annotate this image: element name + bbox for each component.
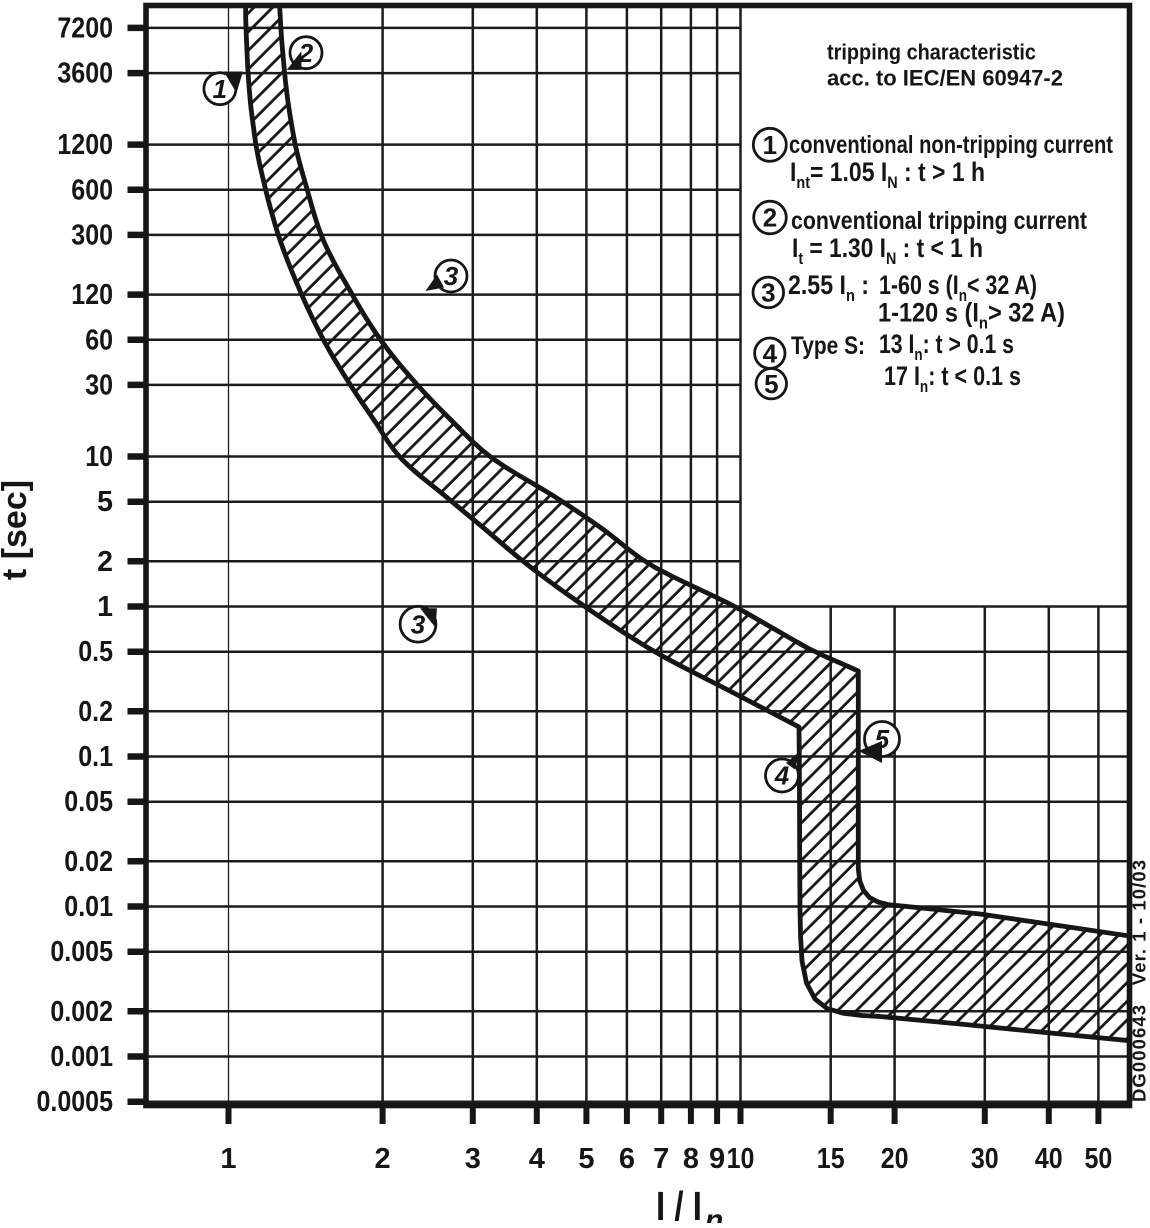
svg-text:Type S:: Type S: (791, 332, 865, 360)
svg-text:0.002: 0.002 (50, 996, 113, 1028)
svg-text:Int= 1.05 IN : t > 1 h: Int= 1.05 IN : t > 1 h (790, 157, 985, 192)
svg-text:4: 4 (529, 1143, 545, 1175)
svg-text:13 In: t > 0.1 s: 13 In: t > 0.1 s (879, 329, 1014, 364)
svg-text:3: 3 (444, 261, 459, 291)
svg-text:60: 60 (85, 324, 113, 356)
svg-text:0.01: 0.01 (64, 891, 113, 923)
svg-text:2: 2 (298, 38, 314, 68)
svg-text:5: 5 (764, 369, 778, 399)
svg-text:acc. to IEC/EN 60947-2: acc. to IEC/EN 60947-2 (827, 66, 1063, 91)
svg-text:conventional non-tripping curr: conventional non-tripping current (789, 131, 1114, 159)
svg-text:conventional tripping current: conventional tripping current (791, 207, 1088, 235)
svg-text:15: 15 (817, 1143, 845, 1175)
svg-text:5: 5 (578, 1143, 594, 1175)
svg-text:DG000643 Ver. 1 - 10/03: DG000643 Ver. 1 - 10/03 (1129, 860, 1150, 1102)
svg-text:3: 3 (761, 278, 775, 308)
svg-text:0.005: 0.005 (50, 936, 113, 968)
svg-text:30: 30 (85, 369, 113, 401)
svg-text:1: 1 (97, 591, 113, 623)
svg-text:1: 1 (220, 1143, 236, 1175)
svg-text:10: 10 (85, 441, 113, 473)
svg-text:1-60 s (In< 32 A): 1-60 s (In< 32 A) (879, 270, 1037, 305)
svg-text:7: 7 (653, 1143, 669, 1175)
svg-text:50: 50 (1085, 1143, 1113, 1175)
svg-text:0.0005: 0.0005 (37, 1086, 114, 1118)
svg-text:tripping characteristic: tripping characteristic (827, 40, 1036, 65)
svg-text:20: 20 (881, 1143, 909, 1175)
svg-text:6: 6 (619, 1143, 635, 1175)
svg-text:0.1: 0.1 (78, 741, 113, 773)
svg-text:0.02: 0.02 (64, 846, 113, 878)
svg-text:10: 10 (727, 1143, 755, 1175)
svg-text:I / I: I / I (656, 1183, 702, 1223)
svg-text:3: 3 (465, 1143, 481, 1175)
svg-text:1-120 s (In> 32 A): 1-120 s (In> 32 A) (878, 297, 1065, 332)
svg-text:0.5: 0.5 (78, 636, 113, 668)
svg-text:t [sec]: t [sec] (0, 480, 34, 580)
svg-text:4: 4 (774, 761, 790, 791)
svg-text:3600: 3600 (57, 58, 113, 90)
svg-text:17 In: t < 0.1 s: 17 In: t < 0.1 s (884, 361, 1021, 396)
svg-text:2: 2 (763, 203, 777, 233)
svg-text:1: 1 (213, 74, 227, 104)
svg-text:600: 600 (71, 174, 113, 206)
svg-text:2: 2 (375, 1143, 391, 1175)
svg-text:0.001: 0.001 (50, 1041, 113, 1073)
svg-text:4: 4 (763, 338, 778, 368)
svg-text:300: 300 (71, 219, 113, 251)
svg-text:3: 3 (411, 609, 426, 639)
svg-text:1200: 1200 (57, 129, 113, 161)
svg-text:2.55 In :: 2.55 In : (788, 270, 869, 305)
svg-text:1: 1 (763, 130, 777, 160)
svg-text:40: 40 (1035, 1143, 1063, 1175)
svg-text:n: n (705, 1204, 723, 1223)
svg-text:30: 30 (971, 1143, 999, 1175)
svg-text:8: 8 (683, 1143, 699, 1175)
svg-text:5: 5 (97, 486, 113, 518)
svg-text:7200: 7200 (57, 12, 113, 44)
svg-text:2: 2 (97, 546, 113, 578)
svg-text:0.05: 0.05 (64, 786, 113, 818)
svg-text:120: 120 (71, 279, 113, 311)
svg-text:0.2: 0.2 (78, 696, 113, 728)
svg-text:9: 9 (709, 1143, 725, 1175)
